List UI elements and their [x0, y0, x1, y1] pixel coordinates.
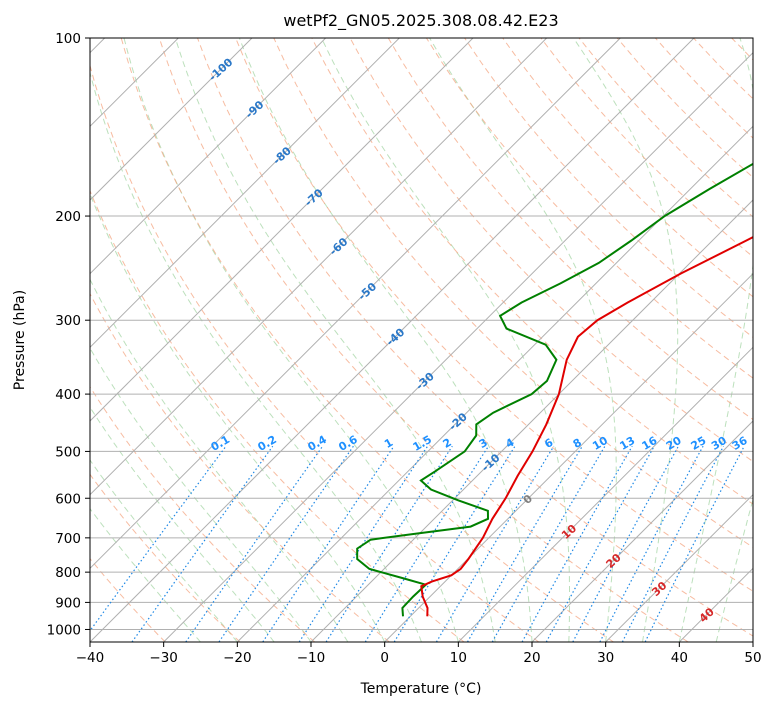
x-tick-label: −30 — [149, 650, 178, 666]
isotherm-line — [310, 199, 753, 642]
moist-adiabat — [90, 278, 349, 642]
dry-adiabat — [273, 38, 753, 548]
x-tick-label: 10 — [450, 650, 467, 666]
dry-adiabat — [349, 38, 753, 463]
mixing-ratio-line — [185, 445, 324, 642]
moist-adiabat — [90, 192, 386, 642]
isotherm-line — [90, 38, 400, 349]
y-tick-label: 700 — [55, 531, 81, 547]
mixing-ratio-line — [393, 445, 516, 642]
isotherm-line — [457, 346, 753, 642]
dry-adiabat — [311, 38, 753, 505]
isotherm-line — [605, 493, 753, 642]
dry-adiabat — [387, 38, 753, 421]
dry-adiabat — [425, 38, 753, 379]
y-axis-label: Pressure (hPa) — [12, 290, 28, 390]
moist-adiabat — [90, 70, 422, 642]
x-tick-label: −10 — [297, 650, 326, 666]
mixing-ratio-line — [435, 445, 555, 642]
isotherm-line — [384, 272, 753, 642]
x-tick-label: 30 — [597, 650, 614, 666]
y-tick-label: 500 — [55, 444, 81, 460]
mixing-ratio-line — [218, 445, 354, 642]
x-tick-label: 50 — [744, 650, 761, 666]
x-tick-label: −40 — [76, 650, 105, 666]
y-axis-ticks: 100 200 300 400 500 600 700 800 900 1000 — [47, 31, 90, 638]
isotherm-line — [163, 51, 753, 642]
y-tick-label: 200 — [55, 209, 81, 225]
sounding-traces — [356, 162, 753, 617]
dewpoint-series-line — [356, 162, 753, 617]
x-tick-label: 20 — [523, 650, 540, 666]
moist-adiabats — [90, 38, 753, 642]
moist-adiabat — [90, 406, 275, 642]
moist-adiabat — [90, 459, 238, 642]
y-tick-label: 300 — [55, 313, 81, 329]
x-tick-label: −20 — [223, 650, 252, 666]
moist-adiabat — [90, 507, 201, 642]
isotherm-line — [236, 125, 753, 642]
dry-adiabat — [235, 38, 753, 592]
mixing-ratio-lines — [90, 445, 745, 642]
plot-area: -100-90-80-70-60-50-40-30-20-10010203040… — [90, 38, 753, 642]
dry-adiabat — [90, 292, 390, 642]
moist-adiabat — [678, 38, 753, 642]
dry-adiabat — [502, 38, 753, 298]
moist-adiabat — [174, 38, 496, 642]
moist-adiabat — [321, 38, 571, 642]
mixing-ratio-line — [644, 445, 745, 642]
mixing-ratio-line — [521, 445, 633, 642]
dry-adiabat — [90, 189, 465, 642]
mixing-ratio-line — [262, 445, 395, 642]
temperature-series-line — [420, 236, 753, 617]
isotherm-line — [90, 38, 548, 496]
x-axis-ticks: −40 −30 −20 −10 0 10 20 30 40 50 — [76, 642, 762, 666]
y-tick-label: 100 — [55, 31, 81, 47]
isotherm-line — [90, 38, 695, 642]
isotherm-line — [531, 420, 753, 642]
moist-adiabat — [123, 38, 459, 642]
y-tick-label: 400 — [55, 387, 81, 403]
mixing-ratio-line — [131, 445, 274, 642]
moist-adiabat — [573, 38, 679, 642]
y-tick-label: 800 — [55, 565, 81, 581]
x-tick-label: 40 — [671, 650, 688, 666]
isotherm-gridlines — [90, 38, 753, 642]
mixing-ratio-line — [364, 445, 490, 642]
isotherm-line — [90, 38, 327, 275]
moist-adiabat — [715, 497, 753, 642]
isotherm-line — [90, 38, 253, 201]
dry-adiabat — [90, 385, 316, 642]
moist-adiabat — [429, 38, 617, 642]
isotherm-line — [90, 38, 474, 422]
mixing-ratio-line — [298, 445, 429, 642]
x-tick-label: 0 — [380, 650, 389, 666]
plot-frame — [89, 37, 754, 643]
y-tick-label: 900 — [55, 595, 81, 611]
dry-adiabat — [120, 38, 614, 642]
y-tick-label: 1000 — [47, 622, 81, 638]
chart-title: wetPf2_GN05.2025.308.08.42.E23 — [283, 11, 558, 31]
isotherm-line — [90, 38, 621, 570]
dry-adiabat — [464, 38, 753, 338]
mixing-ratio-line — [325, 445, 453, 642]
y-tick-label: 600 — [55, 491, 81, 507]
dry-adiabat — [90, 473, 241, 642]
x-axis-label: Temperature (°C) — [360, 681, 482, 697]
dry-adiabat — [158, 38, 689, 642]
mixing-ratio-line — [621, 445, 725, 642]
moist-adiabat — [238, 38, 533, 642]
dry-adiabat — [90, 63, 540, 642]
mixing-ratio-line — [545, 445, 655, 642]
